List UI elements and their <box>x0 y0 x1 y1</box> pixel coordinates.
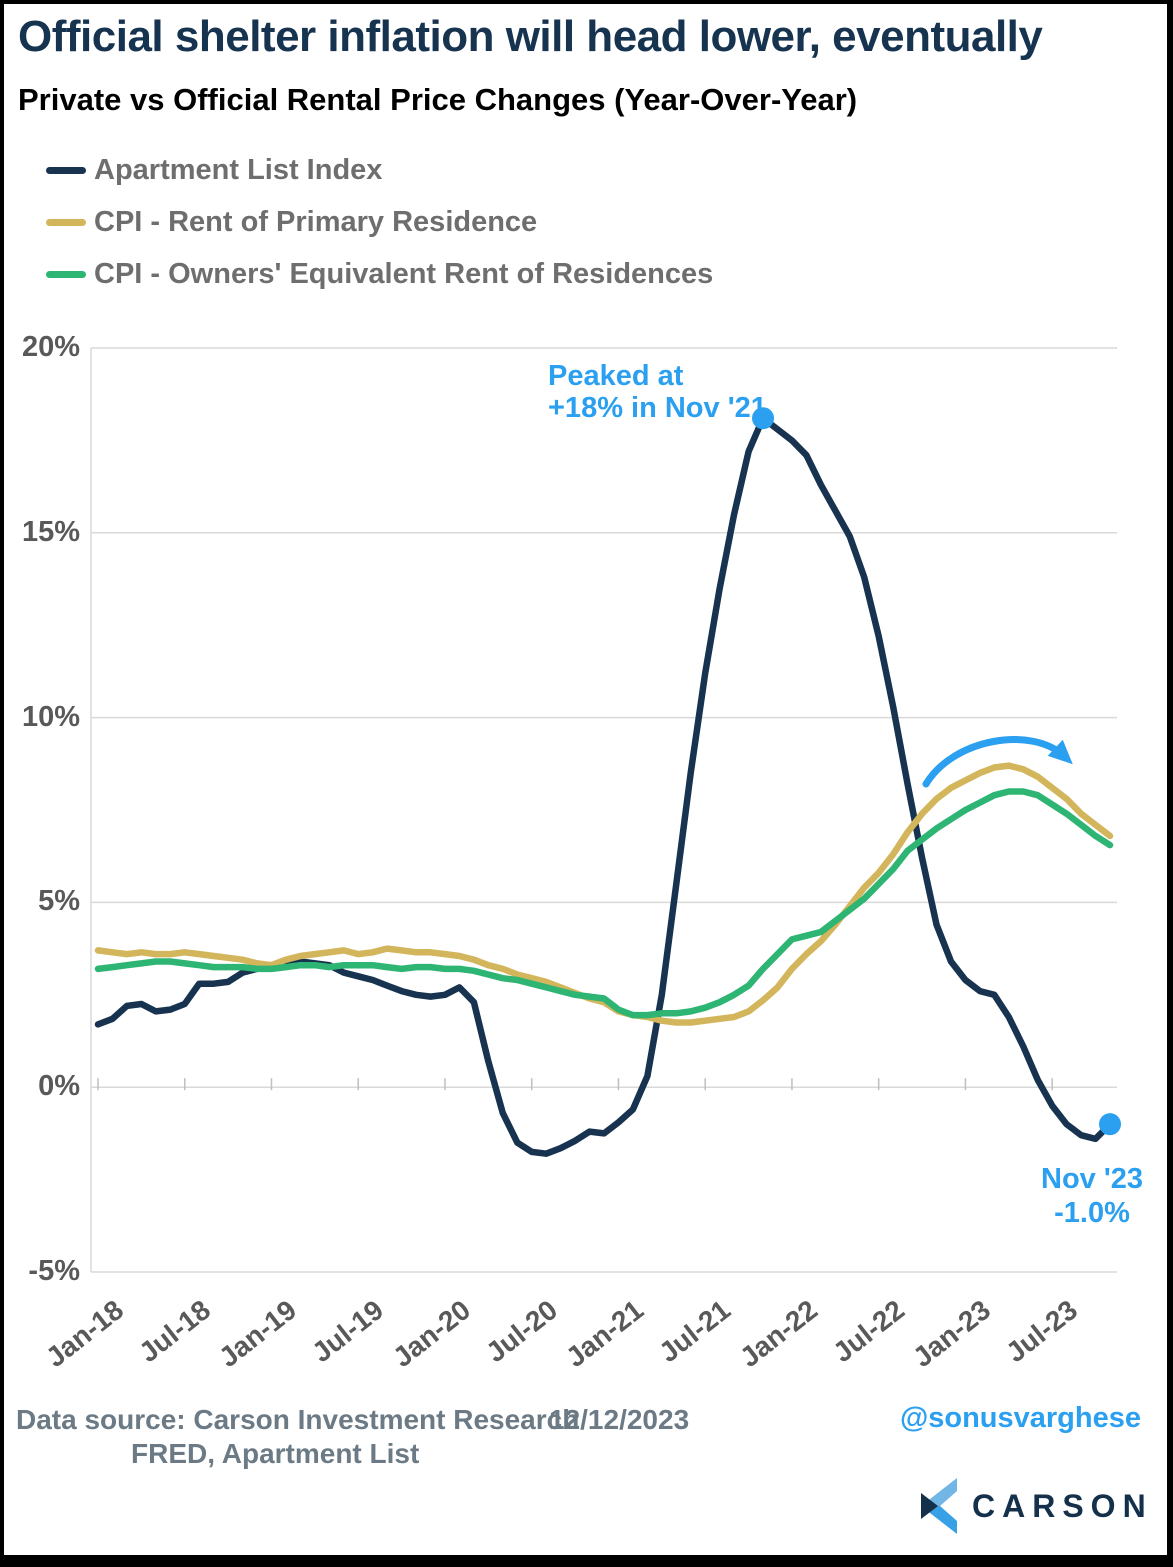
footer-date: 12/12/2023 <box>549 1404 690 1435</box>
series-line-2 <box>94 788 1114 1019</box>
legend-swatch-cpi-oer <box>46 270 86 278</box>
peak-annotation-line2: +18% in Nov '21 <box>548 392 767 424</box>
peak-dot <box>752 407 775 430</box>
twitter-handle: @sonusvarghese <box>899 1402 1141 1434</box>
series-lines <box>94 414 1114 1157</box>
plot-area <box>90 347 1121 1273</box>
trend-arrow <box>922 736 1073 788</box>
legend-item-cpi-rent: CPI - Rent of Primary Residence <box>46 196 713 248</box>
end-dot <box>1099 1113 1121 1136</box>
legend: Apartment List Index CPI - Rent of Prima… <box>46 144 713 300</box>
carson-logo-icon <box>921 1478 957 1534</box>
end-annotation: Nov '23 -1.0% <box>1012 1162 1167 1230</box>
carson-logo-text: CARSON <box>972 1487 1153 1524</box>
y-tick-label: 5% <box>38 885 80 918</box>
gridlines <box>90 347 1117 1273</box>
legend-swatch-apartment-list <box>46 166 86 174</box>
axis-tick-marks <box>97 1078 1053 1091</box>
legend-label: Apartment List Index <box>94 153 383 186</box>
data-source-line1: Data source: Carson Investment Research <box>16 1404 580 1435</box>
legend-item-apartment-list: Apartment List Index <box>46 144 713 196</box>
chart-subtitle: Private vs Official Rental Price Changes… <box>18 82 858 117</box>
data-point-markers <box>752 407 1121 1136</box>
y-tick-label: 15% <box>21 515 80 548</box>
legend-item-cpi-oer: CPI - Owners' Equivalent Rent of Residen… <box>46 248 713 300</box>
peak-annotation-line1: Peaked at <box>548 360 684 392</box>
page-title: Official shelter inflation will head low… <box>18 12 1043 61</box>
y-tick-label: 0% <box>38 1070 80 1103</box>
legend-swatch-cpi-rent <box>46 218 86 226</box>
y-tick-label: -5% <box>28 1255 80 1287</box>
series-line-1 <box>94 762 1114 1026</box>
y-tick-label: 20% <box>21 331 80 363</box>
peak-annotation: Peaked at +18% in Nov '21 <box>548 360 767 424</box>
legend-label: CPI - Owners' Equivalent Rent of Residen… <box>94 257 714 290</box>
legend-label: CPI - Rent of Primary Residence <box>94 205 538 238</box>
data-source-line2: FRED, Apartment List <box>131 1438 420 1469</box>
y-tick-label: 10% <box>21 700 80 733</box>
end-annotation-line2: -1.0% <box>1054 1197 1130 1229</box>
end-annotation-line1: Nov '23 <box>1041 1163 1143 1195</box>
carson-logo: CARSON <box>920 1478 1153 1534</box>
